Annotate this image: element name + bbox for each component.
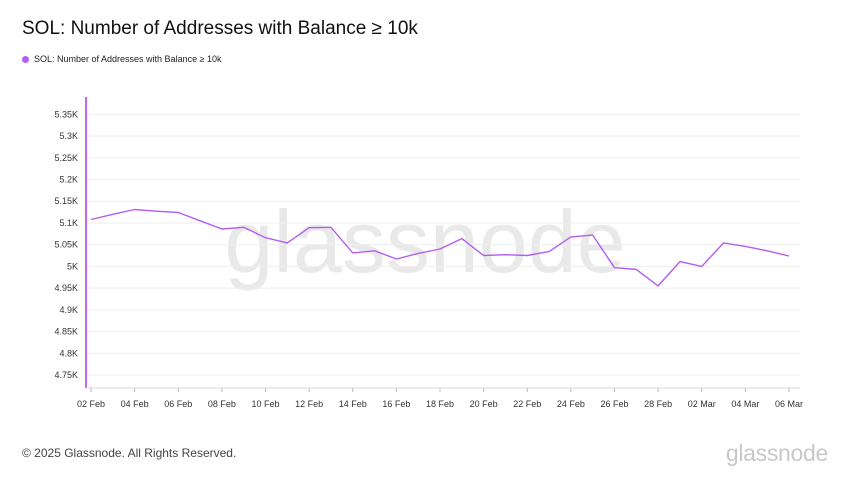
legend-label: SOL: Number of Addresses with Balance ≥ …: [34, 54, 222, 64]
x-tick-label: 02 Feb: [77, 399, 105, 409]
y-tick-label: 5.25K: [54, 153, 78, 163]
glassnode-logo[interactable]: glassnode: [725, 440, 828, 466]
data-point[interactable]: [459, 236, 464, 241]
data-point[interactable]: [438, 247, 443, 252]
data-point[interactable]: [677, 259, 682, 264]
data-point[interactable]: [634, 267, 639, 272]
grid-lines: [86, 113, 800, 376]
y-tick-label: 4.8K: [59, 348, 78, 358]
data-point[interactable]: [350, 250, 355, 255]
data-point[interactable]: [743, 244, 748, 249]
data-point[interactable]: [372, 248, 377, 253]
data-point[interactable]: [328, 225, 333, 230]
copyright-text: © 2025 Glassnode. All Rights Reserved.: [22, 446, 237, 460]
watermark: glassnode: [224, 192, 625, 291]
y-tick-label: 5.1K: [59, 218, 78, 228]
data-point[interactable]: [110, 212, 115, 217]
x-tick-label: 12 Feb: [295, 399, 323, 409]
y-tick-label: 5.3K: [59, 131, 78, 141]
x-tick-label: 14 Feb: [339, 399, 367, 409]
y-axis-ticks: 4.75K 4.8K 4.85K 4.9K 4.95K 5K 5.05K 5.1K 5.15K 5…: [54, 109, 78, 380]
data-point[interactable]: [198, 218, 203, 223]
y-tick-label: 5.2K: [59, 175, 78, 185]
x-axis-ticks: 02 Feb 04 Feb 06 Feb 08 Feb 10 Feb 12 Feb 14 F…: [77, 388, 803, 409]
data-point[interactable]: [765, 248, 770, 253]
legend[interactable]: SOL: Number of Addresses with Balance ≥ …: [22, 54, 222, 64]
y-tick-label: 4.9K: [59, 305, 78, 315]
y-tick-label: 4.75K: [54, 370, 78, 380]
x-tick-label: 06 Feb: [164, 399, 192, 409]
line-chart[interactable]: glassnode 4.75K 4.8K 4.85K 4.9K 4.95K 5K 5.05K…: [0, 0, 850, 430]
x-tick-label: 16 Feb: [382, 399, 410, 409]
x-tick-label: 24 Feb: [557, 399, 585, 409]
data-point[interactable]: [219, 227, 224, 232]
data-point[interactable]: [656, 283, 661, 288]
chart-title: SOL: Number of Addresses with Balance ≥ …: [22, 18, 418, 39]
data-point[interactable]: [241, 225, 246, 230]
data-point[interactable]: [547, 249, 552, 254]
x-tick-label: 18 Feb: [426, 399, 454, 409]
data-point[interactable]: [263, 235, 268, 240]
y-tick-label: 5.35K: [54, 109, 78, 119]
x-tick-label: 08 Feb: [208, 399, 236, 409]
data-point[interactable]: [416, 251, 421, 256]
data-point[interactable]: [176, 210, 181, 215]
y-tick-label: 5.15K: [54, 196, 78, 206]
legend-swatch: [22, 55, 29, 63]
x-tick-label: 26 Feb: [600, 399, 628, 409]
data-point[interactable]: [394, 257, 399, 262]
data-point[interactable]: [89, 217, 94, 222]
data-point[interactable]: [721, 240, 726, 245]
data-point[interactable]: [590, 233, 595, 238]
x-tick-label: 28 Feb: [644, 399, 672, 409]
data-point[interactable]: [503, 252, 508, 257]
data-point[interactable]: [568, 234, 573, 239]
data-point[interactable]: [525, 253, 530, 258]
x-tick-label: 06 Mar: [775, 399, 803, 409]
data-point[interactable]: [132, 207, 137, 212]
x-tick-label: 04 Feb: [121, 399, 149, 409]
x-tick-label: 22 Feb: [513, 399, 541, 409]
data-point[interactable]: [787, 253, 792, 258]
data-point[interactable]: [285, 240, 290, 245]
data-point[interactable]: [481, 253, 486, 258]
y-tick-label: 4.85K: [54, 327, 78, 337]
data-point[interactable]: [154, 209, 159, 214]
x-tick-label: 02 Mar: [688, 399, 716, 409]
data-point[interactable]: [699, 264, 704, 269]
series-line: [90, 208, 790, 287]
y-tick-label: 5K: [67, 261, 78, 271]
x-tick-label: 04 Mar: [731, 399, 759, 409]
x-tick-label: 10 Feb: [251, 399, 279, 409]
y-tick-label: 4.95K: [54, 283, 78, 293]
data-point[interactable]: [612, 265, 617, 270]
x-tick-label: 20 Feb: [470, 399, 498, 409]
data-point[interactable]: [307, 225, 312, 230]
y-tick-label: 5.05K: [54, 240, 78, 250]
